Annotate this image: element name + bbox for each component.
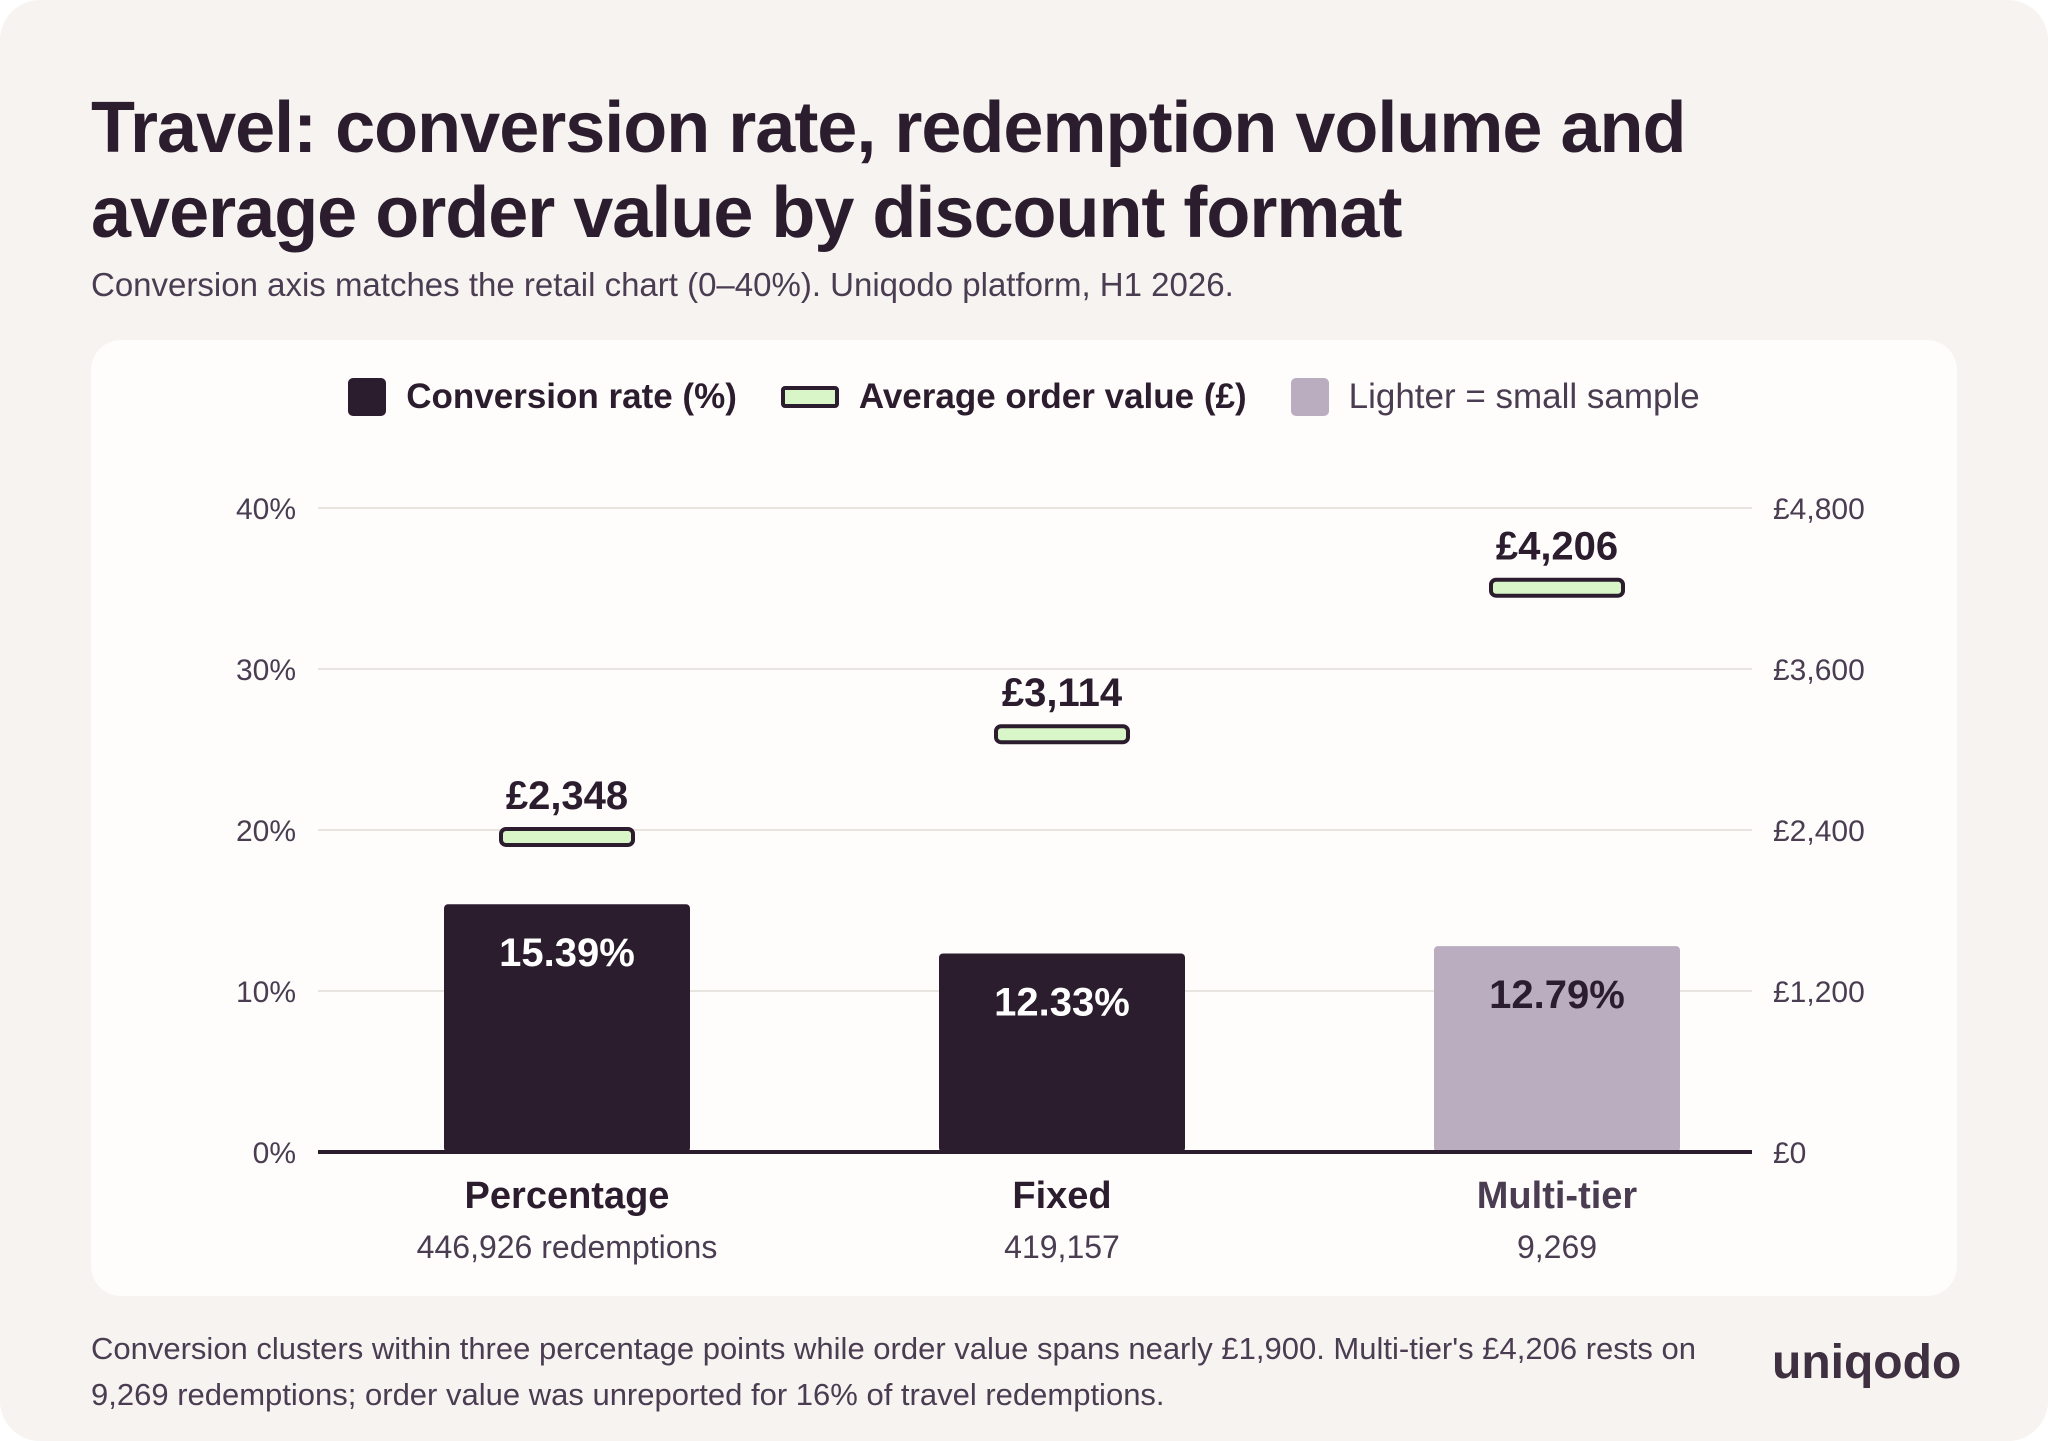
legend-item-aov: Average order value (£) [780,377,1247,417]
category-sublabel: 9,269 [1517,1229,1597,1265]
footnote: Conversion clusters within three percent… [91,1331,1696,1412]
y-left-tick-label: 30% [236,654,296,687]
aov-marker [499,826,635,847]
legend: Conversion rate (%) Average order value … [0,372,2048,422]
y-left-tick-label: 40% [236,493,296,526]
category-sublabel: 446,926 redemptions [417,1229,718,1265]
bar [939,953,1185,1152]
category-label: Fixed [1012,1175,1111,1217]
bar [1434,946,1680,1152]
category-label: Multi-tier [1477,1175,1638,1217]
y-left-tick-label: 0% [253,1137,296,1170]
legend-item-small-sample: Lighter = small sample [1290,377,1700,417]
y-left-tick-label: 20% [236,815,296,848]
aov-value-label: £3,114 [1002,671,1123,715]
y-right-tick-label: £0 [1773,1137,1806,1170]
y-right-tick-label: £4,800 [1773,493,1865,526]
aov-value-label: £2,348 [506,774,628,818]
legend-label-aov: Average order value (£) [858,377,1247,416]
uniqodo-logo: uniqodo [1772,1336,1962,1389]
legend-label-small-sample: Lighter = small sample [1348,377,1700,416]
y-right-tick-label: £2,400 [1773,815,1865,848]
bar-value-label: 12.79% [1489,973,1625,1017]
bar [444,904,690,1152]
legend-swatch-aov [780,386,839,408]
bar-value-label: 12.33% [994,980,1130,1024]
bar-value-label: 15.39% [499,931,635,975]
y-right-tick-label: £1,200 [1773,976,1865,1009]
legend-swatch-conversion [348,378,387,416]
aov-value-label: £4,206 [1496,525,1618,569]
legend-label-conversion: Conversion rate (%) [406,377,737,416]
aov-marker [994,724,1130,745]
aov-marker [1489,577,1625,598]
y-left-tick-label: 10% [236,976,296,1009]
y-right-tick-label: £3,600 [1773,654,1865,687]
chart-title: Travel: conversion rate, redemption volu… [91,88,1686,253]
category-label: Percentage [465,1175,670,1217]
legend-swatch-small-sample [1290,378,1329,416]
legend-item-conversion: Conversion rate (%) [348,377,737,417]
category-sublabel: 419,157 [1004,1229,1120,1265]
chart-subtitle: Conversion axis matches the retail chart… [91,266,1234,303]
